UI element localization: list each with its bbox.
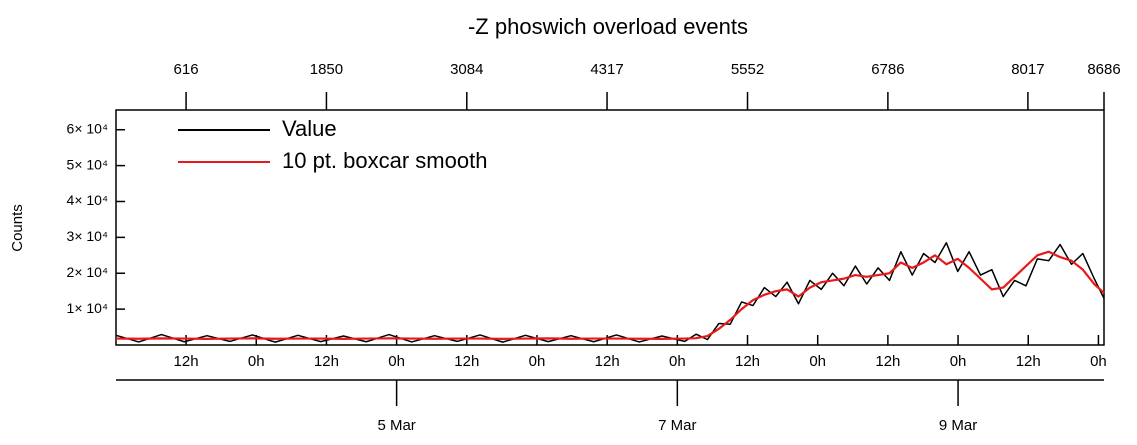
y-tick-label: 5× 10⁴ bbox=[67, 156, 108, 172]
time-tick-label: 0h bbox=[529, 353, 546, 370]
top-tick-label: 1850 bbox=[310, 61, 343, 78]
time-tick-label: 0h bbox=[388, 353, 405, 370]
plot-frame bbox=[115, 109, 1105, 346]
time-tick-label: 0h bbox=[669, 353, 686, 370]
time-tick-label: 0h bbox=[809, 353, 826, 370]
y-tick-label: 2× 10⁴ bbox=[67, 264, 108, 280]
top-tick-label: 8017 bbox=[1011, 61, 1044, 78]
time-tick-label: 12h bbox=[1016, 353, 1041, 370]
time-tick-label: 0h bbox=[1090, 353, 1107, 370]
time-tick-label: 0h bbox=[950, 353, 967, 370]
chart-title: -Z phoswich overload events bbox=[468, 14, 748, 39]
top-tick-label: 4317 bbox=[590, 61, 623, 78]
top-tick-label: 3084 bbox=[450, 61, 483, 78]
top-tick-label: 616 bbox=[174, 61, 199, 78]
legend-label: 10 pt. boxcar smooth bbox=[282, 148, 487, 173]
time-tick-label: 12h bbox=[735, 353, 760, 370]
top-tick-label: 8686 bbox=[1087, 61, 1120, 78]
legend-label: Value bbox=[282, 116, 337, 141]
top-tick-label: 6786 bbox=[871, 61, 904, 78]
top-tick-label: 5552 bbox=[731, 61, 764, 78]
time-tick-label: 0h bbox=[248, 353, 265, 370]
date-tick-label: 5 Mar bbox=[377, 417, 415, 434]
series-line bbox=[115, 241, 1105, 343]
date-tick-label: 7 Mar bbox=[658, 417, 696, 434]
y-tick-label: 6× 10⁴ bbox=[67, 120, 108, 136]
time-tick-label: 12h bbox=[875, 353, 900, 370]
date-tick-label: 9 Mar bbox=[939, 417, 977, 434]
y-tick-label: 4× 10⁴ bbox=[67, 192, 108, 208]
time-tick-label: 12h bbox=[454, 353, 479, 370]
time-tick-label: 12h bbox=[174, 353, 199, 370]
y-tick-label: 3× 10⁴ bbox=[67, 228, 108, 244]
y-tick-label: 1× 10⁴ bbox=[67, 300, 108, 316]
time-tick-label: 12h bbox=[314, 353, 339, 370]
time-tick-label: 12h bbox=[595, 353, 620, 370]
y-axis-label: Counts bbox=[9, 204, 26, 252]
series-line bbox=[115, 250, 1105, 341]
